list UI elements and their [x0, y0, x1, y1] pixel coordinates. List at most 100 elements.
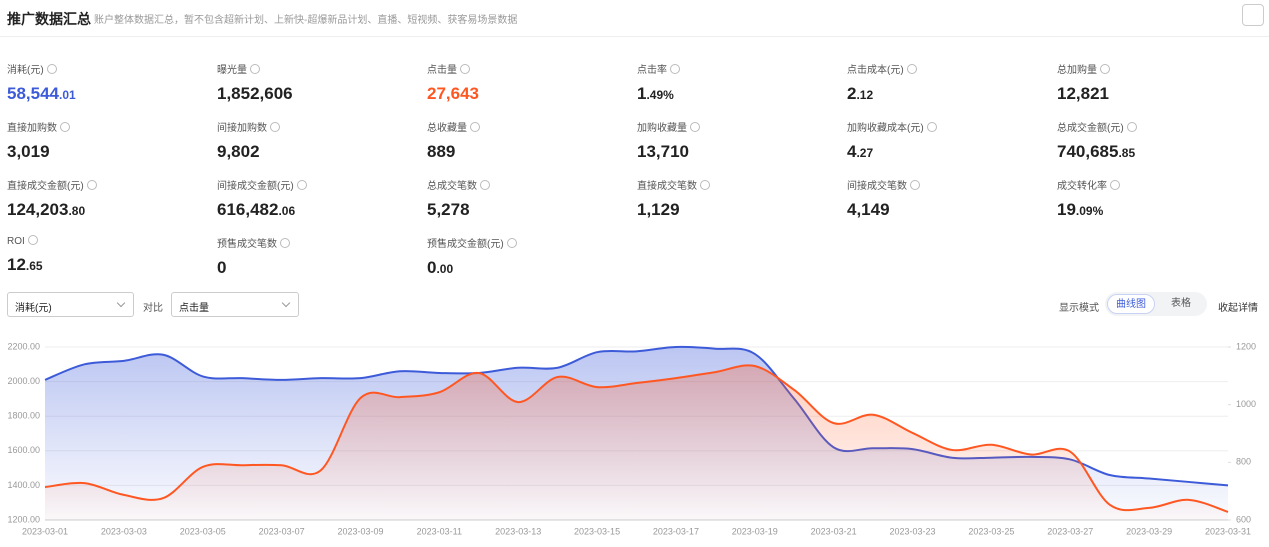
- metric: 消耗(元) 58,544.01: [7, 61, 207, 104]
- mode-option[interactable]: 曲线图: [1107, 294, 1155, 314]
- settings-button[interactable]: [1242, 4, 1264, 26]
- metric-label: 间接成交笔数: [847, 177, 1047, 192]
- y2-tick-label: 800: [1236, 457, 1251, 467]
- metric: 间接成交金额(元) 616,482.06: [217, 177, 417, 220]
- help-icon[interactable]: [60, 122, 70, 132]
- metric: 加购收藏量 13,710: [637, 119, 837, 162]
- metric-label: 点击量: [427, 61, 627, 76]
- metric-label: 间接加购数: [217, 119, 417, 134]
- metric-value: 4,149: [847, 200, 890, 219]
- metric-label: 直接成交金额(元): [7, 177, 207, 192]
- metric-value: 58,544.01: [7, 84, 76, 103]
- x-tick-label: 2023-03-31: [1205, 526, 1251, 536]
- x-tick-label: 2023-03-05: [180, 526, 226, 536]
- metric: 间接加购数 9,802: [217, 119, 417, 162]
- y-tick-label: 1600.00: [7, 445, 40, 455]
- help-icon[interactable]: [1100, 64, 1110, 74]
- metric-value: 9,802: [217, 142, 260, 161]
- help-icon[interactable]: [250, 64, 260, 74]
- help-icon[interactable]: [1126, 122, 1137, 132]
- metric: 总成交笔数 5,278: [427, 177, 627, 220]
- help-icon[interactable]: [296, 180, 307, 190]
- line: [44, 364, 1229, 513]
- metric: 直接成交笔数 1,129: [637, 177, 837, 220]
- metric-label: 曝光量: [217, 61, 417, 76]
- help-icon[interactable]: [27, 235, 38, 245]
- help-icon[interactable]: [280, 238, 290, 248]
- metric-label: 总收藏量: [427, 119, 627, 134]
- x-tick-label: 2023-03-25: [968, 526, 1014, 536]
- metric-label: 总加购量: [1057, 61, 1257, 76]
- area: [45, 365, 1228, 520]
- metric-label: 成交转化率: [1057, 177, 1257, 192]
- metric-value: 19.09%: [1057, 200, 1104, 219]
- metric: 总收藏量 889: [427, 119, 627, 162]
- metric-select[interactable]: 消耗(元): [7, 292, 134, 317]
- metric: 点击成本(元) 2.12: [847, 61, 1047, 104]
- help-icon[interactable]: [470, 122, 480, 132]
- metric-value: 1,852,606: [217, 84, 293, 103]
- metric-value: 2.12: [847, 84, 874, 103]
- metric: 点击量 27,643: [427, 61, 627, 104]
- metric: 加购收藏成本(元) 4.27: [847, 119, 1047, 162]
- metric: 成交转化率 19.09%: [1057, 177, 1257, 220]
- help-icon[interactable]: [270, 122, 280, 132]
- compare-select[interactable]: 点击量: [171, 292, 299, 317]
- y-tick-label: 1200.00: [7, 514, 40, 524]
- metric-label: 间接成交金额(元): [217, 177, 417, 192]
- metric-label: 预售成交笔数: [217, 235, 417, 250]
- y-tick-label: 2200.00: [7, 341, 40, 351]
- x-tick-label: 2023-03-17: [653, 526, 699, 536]
- metric-value: 616,482.06: [217, 200, 296, 219]
- y2-tick-label: 1200: [1236, 341, 1256, 351]
- x-tick-label: 2023-03-01: [22, 526, 68, 536]
- help-icon[interactable]: [480, 180, 490, 190]
- help-icon[interactable]: [46, 64, 57, 74]
- help-icon[interactable]: [1110, 180, 1120, 190]
- metric: 间接成交笔数 4,149: [847, 177, 1047, 220]
- x-tick-label: 2023-03-29: [1126, 526, 1172, 536]
- metric: 总加购量 12,821: [1057, 61, 1257, 104]
- metric-label: 总成交笔数: [427, 177, 627, 192]
- x-tick-label: 2023-03-03: [101, 526, 147, 536]
- x-tick-label: 2023-03-27: [1047, 526, 1093, 536]
- help-icon[interactable]: [910, 180, 920, 190]
- metric-value: 4.27: [847, 142, 874, 161]
- x-tick-label: 2023-03-11: [417, 526, 462, 536]
- metric: 直接成交金额(元) 124,203.80: [7, 177, 207, 220]
- metric-value: 12.65: [7, 255, 43, 274]
- x-tick-label: 2023-03-23: [890, 526, 936, 536]
- help-icon[interactable]: [700, 180, 710, 190]
- help-icon[interactable]: [460, 64, 470, 74]
- help-icon[interactable]: [506, 238, 517, 248]
- x-tick-label: 2023-03-21: [811, 526, 857, 536]
- metric-label: 总成交金额(元): [1057, 119, 1257, 134]
- metric-value: 0: [217, 258, 227, 277]
- metric-value: 889: [427, 142, 456, 161]
- metric-label: 预售成交金额(元): [427, 235, 627, 250]
- metric-value: 27,643: [427, 84, 479, 103]
- help-icon[interactable]: [86, 180, 97, 190]
- help-icon[interactable]: [926, 122, 937, 132]
- y-tick-label: 1800.00: [7, 411, 40, 421]
- metric-value: 3,019: [7, 142, 50, 161]
- x-tick-label: 2023-03-13: [495, 526, 541, 536]
- metric-value: 13,710: [637, 142, 689, 161]
- y-tick-label: 1400.00: [7, 480, 40, 490]
- help-icon[interactable]: [906, 64, 917, 74]
- metric-value: 0.00: [427, 258, 454, 277]
- collapse-button[interactable]: 收起详情: [1218, 303, 1258, 314]
- metric: ROI 12.65: [7, 235, 207, 275]
- y2-tick-label: 600: [1236, 514, 1251, 524]
- metric-label: 加购收藏量: [637, 119, 837, 134]
- metric-value: 1.49%: [637, 84, 674, 103]
- metric-label: 消耗(元): [7, 61, 207, 76]
- metric-value: 124,203.80: [7, 200, 86, 219]
- metric-value: 1,129: [637, 200, 680, 219]
- mode-option[interactable]: 表格: [1171, 298, 1191, 309]
- help-icon[interactable]: [670, 64, 680, 74]
- display-mode-label: 显示模式: [1059, 303, 1099, 314]
- metric-value: 740,685.85: [1057, 142, 1136, 161]
- help-icon[interactable]: [690, 122, 700, 132]
